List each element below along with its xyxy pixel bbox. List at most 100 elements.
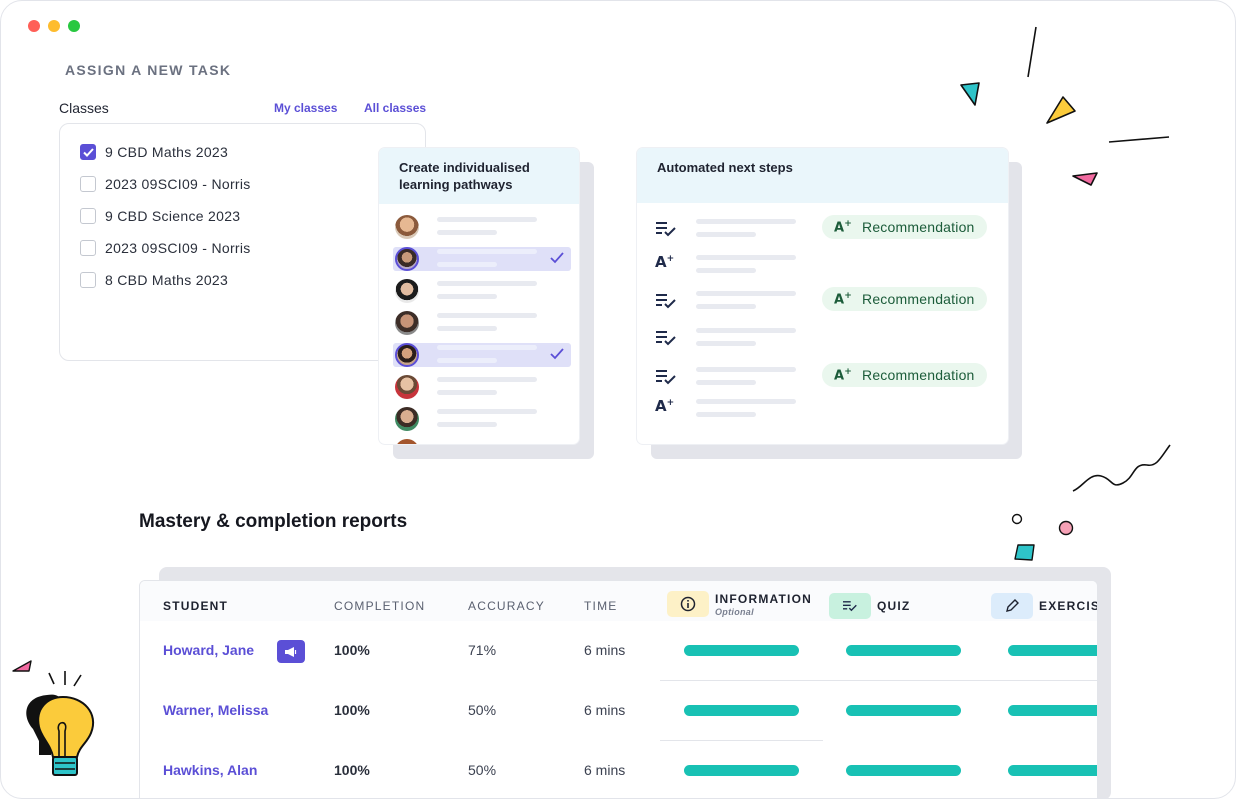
student-name-link[interactable]: Howard, Jane	[163, 642, 255, 658]
student-row[interactable]	[393, 439, 571, 444]
completion-value: 100%	[334, 642, 370, 658]
checkbox[interactable]	[80, 240, 96, 256]
time-value: 6 mins	[584, 762, 626, 778]
checkbox-checked[interactable]	[80, 144, 96, 160]
assign-task-title: ASSIGN A NEW TASK	[65, 62, 232, 78]
recommendation-label: Recommendation	[862, 219, 975, 235]
class-option[interactable]: 9 CBD Maths 2023	[80, 142, 228, 162]
class-name: 8 CBD Maths 2023	[105, 272, 229, 288]
checkbox[interactable]	[80, 208, 96, 224]
column-header-completion[interactable]: COMPLETION	[334, 599, 426, 613]
column-header-exercise[interactable]: EXERCISE	[991, 593, 1097, 619]
information-progress-bar	[684, 705, 799, 716]
checkmark-icon	[82, 147, 94, 157]
time-value: 6 mins	[584, 642, 626, 658]
learning-pathways-card: Create individualised learning pathways	[379, 148, 579, 444]
quiz-icon	[656, 222, 676, 237]
student-name-link[interactable]: Hawkins, Alan	[163, 762, 258, 778]
megaphone-icon	[285, 646, 297, 657]
class-name: 9 CBD Science 2023	[105, 208, 241, 224]
classes-list: 9 CBD Maths 2023 2023 09SCI09 - Norris 9…	[59, 123, 426, 361]
column-header-information[interactable]: INFORMATION Optional	[667, 587, 812, 621]
next-step-row[interactable]: A+ Recommendation	[655, 287, 995, 317]
checkbox[interactable]	[80, 272, 96, 288]
row-divider	[660, 680, 1097, 681]
completion-value: 100%	[334, 762, 370, 778]
class-option[interactable]: 2023 09SCI09 - Norris	[80, 174, 251, 194]
student-row-selected[interactable]	[393, 343, 571, 367]
a-plus-icon: A+	[834, 218, 853, 236]
information-progress-bar	[684, 645, 799, 656]
time-value: 6 mins	[584, 702, 626, 718]
quiz-progress-bar	[846, 705, 961, 716]
column-header-accuracy[interactable]: ACCURACY	[468, 599, 545, 613]
check-icon	[550, 348, 564, 360]
recommendation-pill[interactable]: A+ Recommendation	[822, 363, 987, 387]
exercise-label: EXERCISE	[1039, 599, 1097, 613]
student-row[interactable]	[393, 407, 571, 431]
quiz-icon	[829, 593, 871, 619]
column-header-quiz[interactable]: QUIZ	[829, 593, 910, 619]
tab-all-classes[interactable]: All classes	[364, 101, 427, 115]
student-avatar	[395, 375, 419, 399]
recommendation-pill[interactable]: A+ Recommendation	[822, 287, 987, 311]
accuracy-value: 71%	[468, 642, 497, 658]
next-step-row[interactable]	[655, 324, 995, 354]
next-step-row[interactable]: A+	[655, 251, 995, 281]
next-step-row[interactable]: A+ Recommendation	[655, 215, 995, 245]
next-step-row[interactable]: A+	[655, 395, 995, 425]
lightbulb-icon	[12, 660, 94, 776]
reports-title: Mastery & completion reports	[139, 511, 408, 532]
accuracy-value: 50%	[468, 702, 497, 718]
student-row[interactable]	[393, 279, 571, 303]
minimize-window-button[interactable]	[48, 20, 60, 32]
quiz-icon	[656, 331, 676, 346]
column-header-student[interactable]: STUDENT	[163, 599, 229, 613]
announcement-badge[interactable]	[277, 640, 305, 663]
a-plus-icon: A+	[834, 290, 853, 308]
student-name-link[interactable]: Warner, Melissa	[163, 702, 269, 718]
next-steps-title: Automated next steps	[637, 148, 1008, 203]
student-row[interactable]	[393, 375, 571, 399]
row-divider	[660, 740, 823, 741]
quiz-progress-bar	[846, 765, 961, 776]
tab-my-classes[interactable]: My classes	[274, 101, 338, 115]
classes-label: Classes	[59, 100, 109, 116]
recommendation-pill[interactable]: A+ Recommendation	[822, 215, 987, 239]
class-option[interactable]: 8 CBD Maths 2023	[80, 270, 228, 290]
student-row[interactable]	[393, 215, 571, 239]
student-avatar	[395, 439, 419, 444]
a-plus-icon: A+	[655, 397, 675, 415]
a-plus-icon: A+	[655, 253, 675, 271]
next-step-row[interactable]: A+ Recommendation	[655, 363, 995, 393]
maximize-window-button[interactable]	[68, 20, 80, 32]
accuracy-value: 50%	[468, 762, 497, 778]
quiz-icon	[656, 370, 676, 385]
student-avatar	[395, 407, 419, 431]
class-option[interactable]: 2023 09SCI09 - Norris	[80, 238, 251, 258]
information-progress-bar	[684, 765, 799, 776]
exercise-progress-bar	[1008, 705, 1097, 716]
class-option[interactable]: 9 CBD Science 2023	[80, 206, 240, 226]
quiz-icon	[656, 294, 676, 309]
student-avatar	[395, 279, 419, 303]
pencil-icon	[991, 593, 1033, 619]
column-header-time[interactable]: TIME	[584, 599, 618, 613]
student-avatar	[395, 247, 419, 271]
class-name: 2023 09SCI09 - Norris	[105, 240, 251, 256]
quiz-progress-bar	[846, 645, 961, 656]
student-row-selected[interactable]	[393, 247, 571, 271]
close-window-button[interactable]	[28, 20, 40, 32]
student-row[interactable]	[393, 311, 571, 335]
information-label: INFORMATION	[715, 591, 812, 606]
check-icon	[550, 252, 564, 264]
learning-pathways-title: Create individualised learning pathways	[379, 148, 579, 204]
class-name: 9 CBD Maths 2023	[105, 144, 229, 160]
recommendation-label: Recommendation	[862, 291, 975, 307]
decorative-doodles	[960, 26, 1171, 492]
student-avatar	[395, 215, 419, 239]
checkbox[interactable]	[80, 176, 96, 192]
reports-table: STUDENT COMPLETION ACCURACY TIME INFORMA…	[139, 580, 1098, 798]
student-avatar	[395, 311, 419, 335]
